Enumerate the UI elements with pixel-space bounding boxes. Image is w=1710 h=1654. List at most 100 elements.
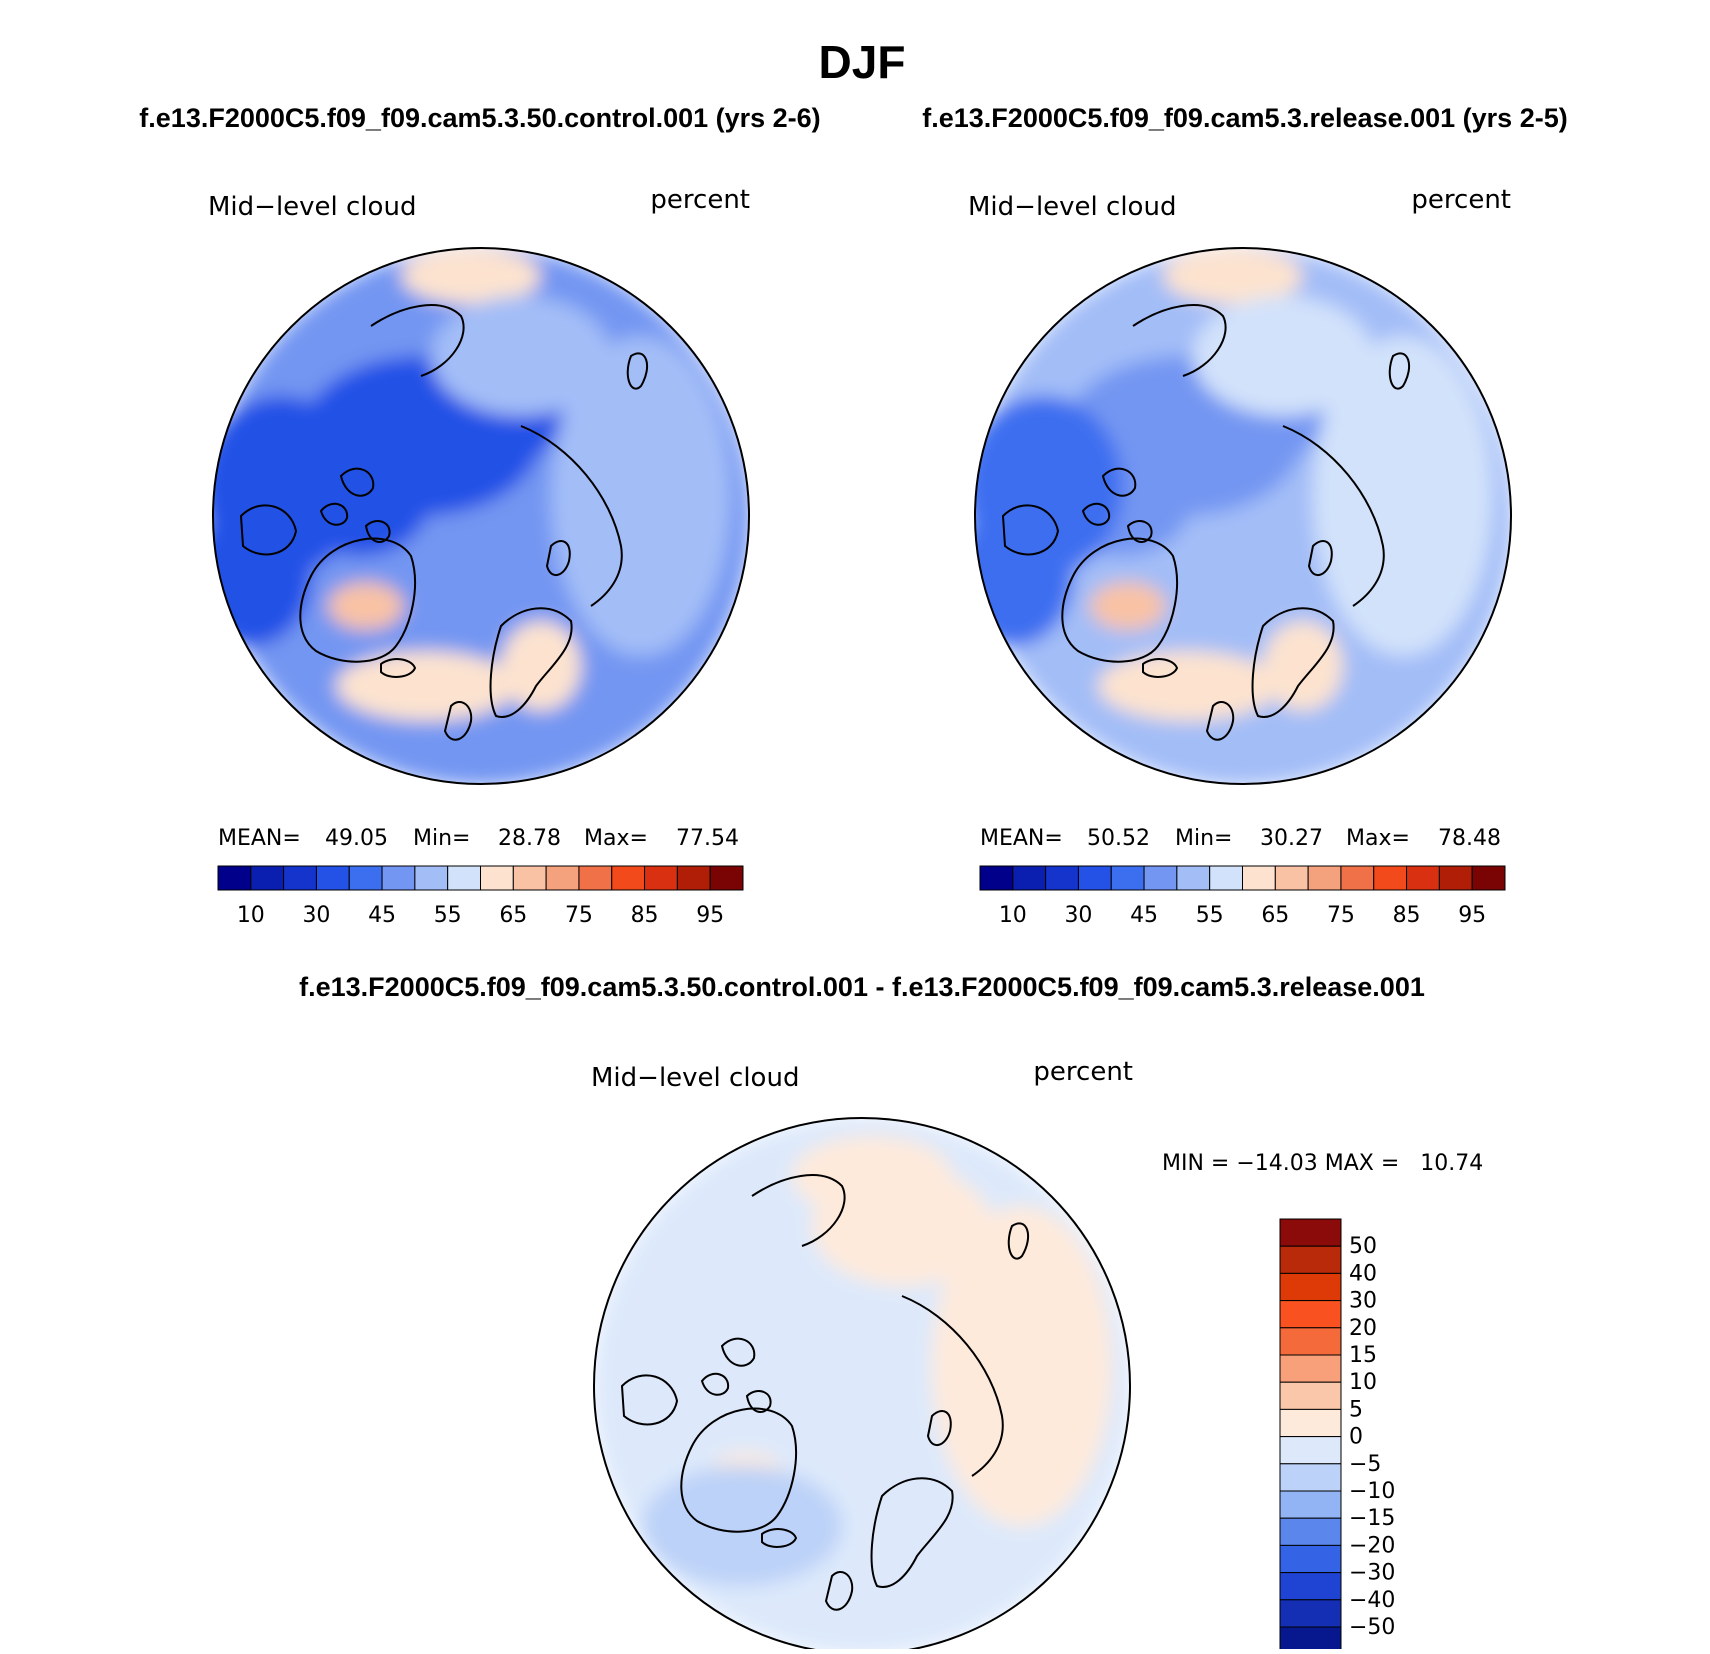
panel-control-colorbar-swatch: [283, 865, 317, 891]
panel-difference-coastline: [761, 1528, 798, 1548]
panel-difference-colorbar-tick-label: 30: [1349, 1289, 1377, 1314]
panel-control-colorbar-swatch: [676, 865, 711, 891]
panel-release-colorbar-swatch: [1307, 865, 1342, 891]
panel-release-colorbar-swatch: [1242, 865, 1276, 891]
page-title: DJF: [819, 36, 906, 88]
panel-difference-coastline: [751, 1174, 846, 1247]
panel-release-coastline: [1205, 701, 1235, 741]
panel-control-coastline: [380, 658, 417, 678]
panel-release-colorbar-tick-label: 85: [1393, 903, 1421, 928]
panel-control-map-border: [212, 247, 750, 785]
panel-control-units: percent: [650, 185, 750, 215]
panel-difference-colorbar-tick-label: 40: [1349, 1261, 1377, 1286]
field-region-north-atlantic: [642, 1466, 842, 1586]
subtitle-right: f.e13.F2000C5.f09_f09.cam5.3.release.001…: [922, 103, 1567, 133]
panel-difference-colorbar-tick-label: −5: [1349, 1452, 1381, 1477]
panel-control-colorbar-tick-label: 95: [696, 903, 724, 928]
panel-release-colorbar-tick-label: 10: [999, 903, 1027, 928]
panel-control-colorbar-swatch: [217, 865, 252, 891]
panel-difference-colorbar-swatch: [1279, 1572, 1342, 1601]
panel-difference-colorbar-swatch: [1279, 1354, 1342, 1383]
panel-control-colorbar-swatch: [447, 865, 481, 891]
field-region-greenland-interior: [1090, 582, 1166, 630]
panel-control-coastline: [299, 537, 417, 663]
panel-release-coastline: [1001, 504, 1060, 556]
panel-release-colorbar-swatch: [1012, 865, 1047, 891]
panel-release-coastline: [1101, 467, 1137, 497]
panel-difference-colorbar-tick-label: −20: [1349, 1533, 1395, 1558]
panel-control-coastline: [489, 607, 573, 718]
panel-control-map: [213, 248, 749, 784]
panel-control-colorbar-swatch: [480, 865, 514, 891]
panel-difference-coastline: [720, 1337, 756, 1367]
field-region-siberia: [551, 336, 731, 656]
panel-difference-colorbar-swatch: [1279, 1245, 1342, 1274]
panel-control-coastlines: [239, 304, 649, 741]
panel-release-colorbar-tick-label: 95: [1458, 903, 1486, 928]
panel-difference-coastline: [1007, 1222, 1030, 1260]
panel-difference-coastline: [901, 1295, 1004, 1477]
subtitle-left: f.e13.F2000C5.f09_f09.cam5.3.50.control.…: [139, 103, 820, 133]
panel-difference-minmax: MIN = −14.03 MAX = 10.74: [1162, 1151, 1483, 1176]
field-region-siberia: [1193, 296, 1373, 416]
panel-control-min-label: Min=: [413, 826, 470, 851]
panel-difference-colorbar-tick-label: −15: [1349, 1506, 1395, 1531]
panel-difference-colorbar-swatch: [1279, 1599, 1342, 1628]
panel-release-colorbar-swatch: [1143, 865, 1178, 891]
field-region-canadian-archipelago: [213, 506, 311, 646]
panel-difference-field: [594, 1118, 1130, 1654]
panel-control-colorbar: 10 30 45 55 65 75 85 95: [217, 865, 744, 928]
panel-control-coastline: [443, 701, 473, 741]
panel-release-coastline: [1142, 658, 1179, 678]
panel-control-colorbar-tick-label: 65: [499, 903, 527, 928]
panel-release-colorbar-swatch: [1110, 865, 1145, 891]
panel-release-colorbar-swatch: [1471, 865, 1506, 891]
panel-control-colorbar-tick-label: 30: [302, 903, 330, 928]
panel-difference-colorbar-swatch: [1279, 1218, 1342, 1247]
panel-release-field: [975, 248, 1511, 784]
panel-release-colorbar-swatch: [1077, 865, 1112, 891]
field-region-north-pacific: [792, 1136, 952, 1216]
panel-difference-colorbar-swatch: [1279, 1327, 1342, 1356]
panel-release-colorbar: 10 30 45 55 65 75 85 95: [979, 865, 1506, 928]
panel-release: Mid−level cloud percent MEAN= 50.52 Min=…: [968, 185, 1512, 928]
panel-difference-colorbar-tick-label: 5: [1349, 1397, 1363, 1422]
panel-difference-colorbar-tick-label: −50: [1349, 1615, 1395, 1640]
panel-release-min-label: Min=: [1175, 826, 1232, 851]
panel-release-coastline: [1251, 607, 1335, 718]
panel-control-max-value: 77.54: [676, 826, 739, 851]
panel-control-colorbar-tick-label: 45: [368, 903, 396, 928]
field-region-siberia: [1313, 336, 1493, 656]
field-region-siberia: [431, 296, 611, 416]
panel-control-coastline: [520, 425, 623, 607]
panel-control-colorbar-swatch: [644, 865, 678, 891]
panel-control-coastline: [364, 520, 391, 543]
panel-control-colorbar-tick-label: 85: [631, 903, 659, 928]
panel-release-mean-label: MEAN=: [980, 826, 1063, 851]
panel-control-colorbar-swatch: [348, 865, 383, 891]
panel-control-coastline: [545, 540, 571, 576]
field-region-siberia: [932, 1206, 1112, 1526]
panel-difference-colorbar-swatch: [1279, 1517, 1342, 1546]
panel-difference-colorbar-swatch: [1279, 1408, 1342, 1438]
panel-release-min-value: 30.27: [1260, 826, 1323, 851]
panel-release-colorbar-swatch: [979, 865, 1014, 891]
panel-release-coastline: [1388, 352, 1411, 390]
panel-difference-map: [594, 1118, 1130, 1654]
panel-control-coastline-group: [239, 304, 649, 741]
panel-control-colorbar-swatch: [381, 865, 416, 891]
panel-difference-colorbar-tick-label: 0: [1349, 1425, 1363, 1450]
panel-release-coastline: [1132, 304, 1227, 377]
panel-release-map: [975, 248, 1511, 784]
panel-control-coastline: [626, 352, 649, 390]
diff-title: f.e13.F2000C5.f09_f09.cam5.3.50.control.…: [299, 972, 1425, 1002]
panel-difference-colorbar-swatch: [1279, 1544, 1342, 1574]
field-region-north-atlantic-south-of-iceland: [1263, 621, 1343, 711]
panel-release-mean-value: 50.52: [1087, 826, 1150, 851]
panel-difference-colorbar-tick-label: 10: [1349, 1370, 1377, 1395]
panel-difference-colorbar-swatch: [1279, 1490, 1342, 1519]
panel-control-colorbar-tick-label: 10: [237, 903, 265, 928]
panel-release-variable: Mid−level cloud: [968, 192, 1176, 222]
panel-control-variable: Mid−level cloud: [208, 192, 416, 222]
